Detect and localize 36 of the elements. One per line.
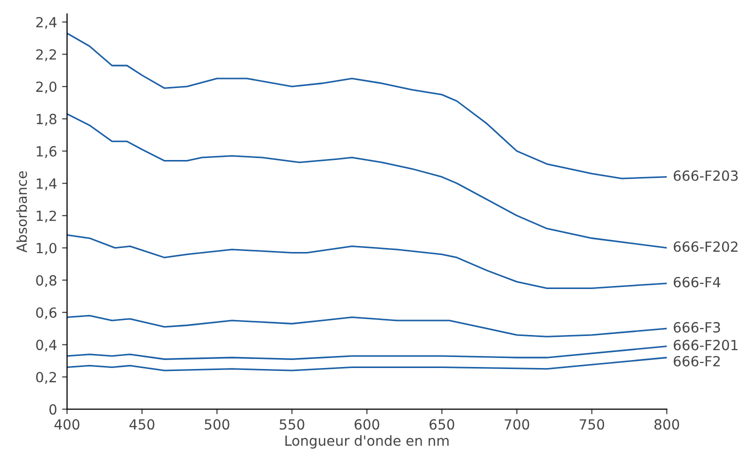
y-tick-label: 0 — [49, 404, 56, 415]
line-series — [67, 356, 667, 372]
x-tick-label: 450 — [129, 419, 154, 430]
x-tick-label: 800 — [654, 419, 680, 430]
y-tick-label: 1,4 — [36, 178, 57, 190]
y-axis-title: Absorbance — [16, 171, 27, 253]
x-tick-label: 500 — [204, 419, 230, 430]
y-tick-label: 0,4 — [36, 340, 57, 352]
line-series — [67, 32, 667, 180]
y-tick-label: 1,6 — [36, 146, 56, 158]
y-tick-label: 1,2 — [36, 210, 56, 222]
series-label: 666-F2 — [674, 356, 720, 366]
line-series — [67, 314, 667, 338]
y-tick-label: 0,6 — [36, 307, 56, 320]
series-label: 666-F4 — [674, 276, 720, 288]
y-tick-label: 2,2 — [36, 49, 56, 62]
y-tick-label: 1,0 — [36, 242, 56, 255]
x-tick-label: 400 — [54, 419, 80, 430]
y-tick-label: 2,4 — [36, 16, 57, 29]
y-tick-label: 1,8 — [36, 114, 56, 126]
x-tick-label: 700 — [504, 419, 530, 430]
x-tick-label: 550 — [280, 419, 304, 430]
y-tick-label: 0,8 — [36, 275, 56, 288]
x-tick-label: 600 — [354, 419, 380, 430]
series-label: 666-F3 — [674, 322, 720, 333]
line-series — [67, 234, 667, 289]
x-tick-label: 650 — [430, 419, 454, 430]
series-label: 666-F201 — [674, 340, 738, 350]
line-series — [67, 346, 667, 360]
y-tick-label: 2,0 — [36, 82, 56, 94]
series-label: 666-F202 — [674, 241, 738, 252]
y-tick-label: 0,2 — [36, 372, 56, 384]
line-series — [67, 113, 667, 249]
series-label: 666-F203 — [674, 170, 738, 181]
x-tick-label: 750 — [580, 419, 604, 430]
x-axis-title: Longueur d'onde en nm — [285, 435, 449, 449]
